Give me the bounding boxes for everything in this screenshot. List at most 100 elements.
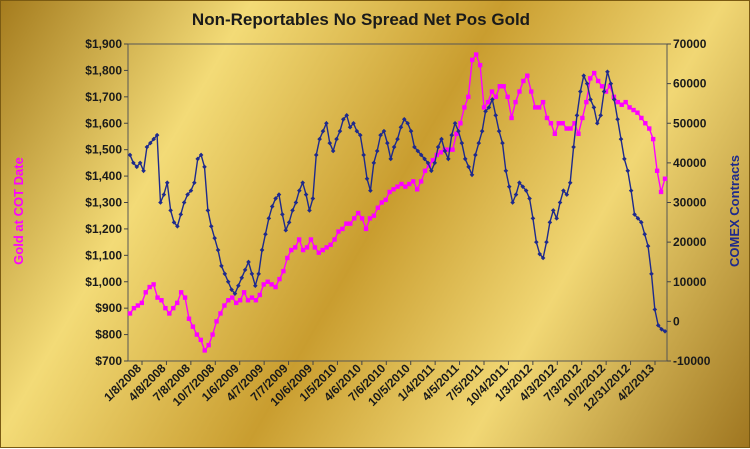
gold-price-point [477, 62, 483, 68]
comex-contracts-point [357, 132, 363, 138]
gold-price-point [202, 348, 207, 353]
gold-price-point [623, 99, 628, 105]
comex-contracts-point [483, 109, 488, 114]
comex-contracts-point [293, 200, 299, 205]
comex-contracts-point [290, 208, 295, 213]
y-right-tick-label: 30000 [673, 196, 707, 210]
gold-price-point [454, 131, 459, 137]
comex-contracts-point [469, 172, 475, 178]
comex-contracts-point [506, 184, 512, 189]
gold-price-point [186, 316, 192, 321]
comex-contracts-point [584, 81, 590, 86]
comex-contracts-point [127, 152, 133, 158]
comex-contracts-point [263, 231, 268, 237]
comex-contracts-point [591, 105, 597, 110]
gold-price-point [588, 76, 593, 81]
comex-contracts-point [493, 113, 498, 118]
gold-price-point [289, 247, 294, 253]
gold-price-point [218, 311, 223, 316]
y-right-tick-labels: -10000 0 10000 20000 30000 40000 50000 60000 700… [667, 37, 711, 368]
comex-contracts-point [378, 132, 383, 138]
gold-price-point [568, 126, 573, 131]
comex-contracts-point [598, 113, 603, 118]
comex-contracts-point [540, 255, 546, 261]
comex-contracts-point [578, 89, 583, 94]
gold-price-point [635, 110, 640, 115]
comex-contracts-point [645, 243, 651, 249]
comex-contracts-point [175, 223, 180, 229]
y-left-tick-label: $1,000 [85, 275, 122, 289]
gold-price-point [143, 290, 148, 295]
comex-contracts-point [638, 220, 644, 225]
comex-contracts-point [324, 120, 329, 126]
comex-contracts-point [283, 227, 289, 233]
comex-contracts-point [351, 120, 356, 126]
gold-price-point [521, 78, 526, 84]
gold-price-point [175, 300, 180, 306]
gold-price-point [639, 115, 644, 121]
comex-contracts-point [219, 263, 224, 269]
comex-contracts-point [178, 212, 184, 217]
gold-price-point [564, 126, 569, 131]
comex-contracts-point [496, 128, 502, 134]
comex-contracts-point [473, 152, 478, 158]
y-left-tick-label: $1,800 [85, 63, 122, 77]
gold-price-point [485, 99, 491, 105]
gold-price-point [414, 187, 420, 192]
gold-price-point [556, 121, 561, 126]
comex-contracts-point [334, 136, 339, 142]
gold-price-point [355, 210, 361, 216]
gold-price-point [627, 105, 632, 110]
gold-price-point [241, 290, 247, 295]
gold-price-point [631, 107, 636, 113]
comex-contracts-point [171, 220, 177, 225]
comex-contracts-point [232, 291, 238, 296]
comex-contracts-point [181, 200, 187, 205]
gold-price-point [529, 89, 534, 94]
comex-contracts-point [208, 223, 214, 229]
comex-contracts-point [550, 208, 556, 213]
gold-price-point [253, 298, 259, 303]
comex-contracts-point [246, 259, 251, 265]
gold-price-point [304, 245, 310, 250]
gold-price-point [147, 284, 152, 290]
plot-area [127, 43, 668, 362]
gold-price-point [650, 136, 656, 142]
comex-contracts-point [601, 89, 607, 94]
gold-price-point [584, 99, 589, 105]
gold-price-point [552, 131, 558, 137]
gold-price-point [383, 197, 388, 203]
comex-contracts-point [571, 144, 576, 150]
comex-contracts-point [513, 192, 519, 197]
comex-contracts-point [330, 148, 336, 154]
gold-price-point [167, 311, 172, 316]
gold-price-point [517, 89, 522, 94]
gold-price-point [340, 226, 345, 232]
comex-contracts-point [618, 136, 624, 142]
comex-contracts-point [131, 160, 136, 166]
comex-contracts-point [429, 168, 434, 174]
comex-contracts-point [517, 180, 522, 185]
comex-contracts-point [544, 239, 549, 245]
y-left-tick-labels: $700 $800 $900 $1,000 $1,100 $1,200 $1,300 $1,4… [85, 37, 128, 368]
gold-price-point [237, 298, 243, 303]
gold-price-point [261, 282, 266, 287]
gold-price-point [619, 102, 624, 107]
comex-contracts-point [297, 188, 302, 193]
comex-contracts-point [466, 164, 471, 170]
gold-price-point [222, 303, 227, 308]
gold-price-point [135, 303, 141, 308]
comex-contracts-point [439, 136, 444, 142]
y-right-tick-label: 70000 [673, 37, 707, 51]
gold-price-point [336, 229, 341, 234]
comex-contracts-point [456, 128, 461, 134]
gold-price-point [375, 205, 381, 210]
comex-contracts-point [605, 69, 610, 75]
y-right-axis-title: COMEX Contracts [727, 155, 742, 267]
gold-price-point [198, 337, 204, 343]
gold-price-point [269, 282, 274, 287]
gold-price-point [359, 216, 365, 221]
gold-price-line [129, 53, 666, 352]
gold-price-point [245, 298, 251, 303]
gold-price-point [654, 168, 660, 173]
